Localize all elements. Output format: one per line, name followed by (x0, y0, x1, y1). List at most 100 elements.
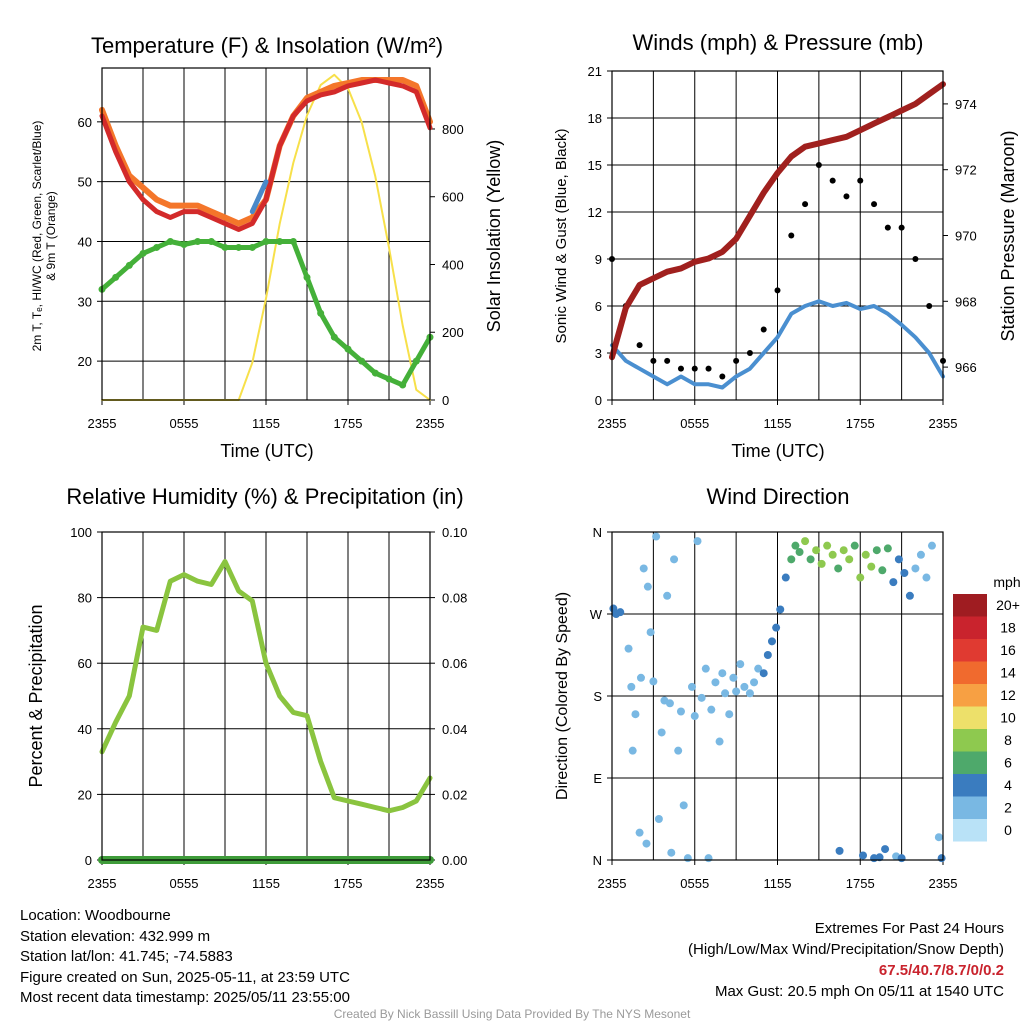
colorbar-swatch (953, 661, 987, 684)
direction-point (642, 839, 651, 848)
direction-point (654, 815, 663, 823)
x-tick-label: 1155 (764, 416, 792, 431)
dewpoint-point (194, 237, 202, 245)
windchill-line (249, 179, 269, 215)
y2-tick-label: 970 (955, 229, 977, 244)
direction-point (704, 854, 713, 863)
y2-tick-label: 972 (955, 163, 977, 178)
plot-border (101, 531, 431, 861)
y-tick-label: 6 (595, 299, 602, 314)
temperature-y2label: Solar Insolation (Yellow) (484, 140, 504, 332)
y2-tick-label: 200 (442, 325, 464, 340)
direction-point (834, 564, 843, 573)
x-tick-label: 2355 (598, 876, 627, 891)
direction-point (729, 673, 738, 682)
direction-point (916, 550, 925, 559)
direction-point (628, 746, 637, 755)
direction-point (745, 689, 754, 698)
winds-panel: Winds (mph) & Pressure (mb) Time (UTC) S… (553, 30, 1018, 461)
temperature-ylabel-line2: & 9m T (Orange) (44, 191, 58, 281)
x-tick-label: 2355 (929, 416, 958, 431)
temperature-ylabel-line1: 2m T, Tₑ, HI/WC (Red, Green, Scarlet/Blu… (30, 121, 44, 352)
temperature-panel: Temperature (F) & Insolation (W/m²) Time… (30, 33, 504, 461)
recent-text: Most recent data timestamp: 2025/05/11 2… (20, 989, 350, 1006)
dewpoint-point (262, 237, 270, 245)
winds-y2label: Station Pressure (Maroon) (998, 130, 1018, 341)
dewpoint-point (412, 357, 420, 365)
y2-tick-label: 0.04 (442, 722, 467, 737)
gust-point (926, 303, 933, 309)
extremes-values: 67.5/40.7/8.7/0/0.2 (878, 962, 1004, 979)
y-tick-label: 30 (78, 294, 92, 309)
x-tick-label: 1755 (334, 416, 363, 431)
colorbar-label: 20+ (996, 597, 1020, 613)
direction-point (754, 664, 763, 673)
x-tick-label: 2355 (416, 416, 445, 431)
y-tick-label: E (593, 771, 602, 786)
elevation-text: Station elevation: 432.999 m (20, 927, 211, 945)
direction-point (795, 548, 804, 557)
y-tick-label: 40 (78, 234, 92, 249)
colorbar-label: 2 (1004, 800, 1012, 816)
direction-point (889, 578, 898, 587)
gust-point (760, 326, 767, 333)
dewpoint-point (385, 375, 393, 383)
direction-point (872, 546, 881, 555)
colorbar-swatch (953, 639, 987, 662)
plot-border (611, 531, 944, 861)
location-text: Location: Woodbourne (20, 907, 171, 924)
colorbar-title: mph (993, 574, 1020, 590)
dewpoint-point (344, 345, 352, 353)
gust-point (746, 350, 753, 356)
direction-point (897, 854, 906, 863)
direction-point (850, 541, 859, 550)
x-tick-label: 0555 (170, 876, 199, 891)
y2-tick-label: 0.06 (442, 656, 467, 671)
gust-point (843, 193, 850, 200)
direction-point (657, 728, 666, 737)
direction-point (911, 564, 920, 573)
dewpoint-point (112, 273, 120, 281)
direction-point (927, 541, 936, 550)
x-tick-label: 1755 (846, 416, 875, 431)
x-tick-label: 2355 (88, 876, 117, 891)
gust-point (802, 201, 809, 208)
direction-point (674, 746, 683, 755)
gust-point (691, 365, 698, 372)
direction-point (679, 801, 688, 810)
y-tick-label: S (593, 689, 602, 704)
latlon-text: Station lat/lon: 41.745; -74.5883 (20, 948, 233, 965)
gust-point (871, 201, 878, 208)
direction-point (835, 846, 844, 855)
colorbar-label: 16 (1000, 642, 1016, 658)
extremes-subtitle: (High/Low/Max Wind/Precipitation/Snow De… (688, 941, 1004, 958)
y-tick-label: 60 (78, 656, 92, 671)
temperature-xlabel: Time (UTC) (220, 441, 313, 461)
gust-point (829, 177, 836, 184)
gust-point (664, 357, 671, 364)
y2-tick-label: 0.08 (442, 591, 467, 606)
direction-point (763, 651, 772, 659)
plot-border (611, 70, 944, 401)
y-tick-label: 20 (78, 354, 92, 369)
dewpoint-point (358, 357, 366, 365)
gust-point (912, 256, 919, 262)
direction-point (670, 555, 679, 564)
direction-point (922, 573, 931, 582)
gust-point (733, 357, 740, 364)
gust-point (705, 365, 712, 372)
direction-point (683, 854, 692, 863)
y-tick-label: 20 (78, 787, 92, 802)
direction-point (823, 541, 832, 550)
direction-point (740, 682, 749, 691)
direction-point (690, 712, 699, 721)
y-tick-label: 18 (588, 111, 602, 126)
y-tick-label: N (593, 525, 602, 540)
colorbar-swatch (953, 616, 987, 639)
dewpoint-point (125, 261, 133, 269)
y-tick-label: 80 (78, 591, 92, 606)
colorbar-label: 8 (1004, 732, 1012, 748)
x-tick-label: 1155 (764, 876, 792, 891)
direction-point (732, 687, 741, 696)
